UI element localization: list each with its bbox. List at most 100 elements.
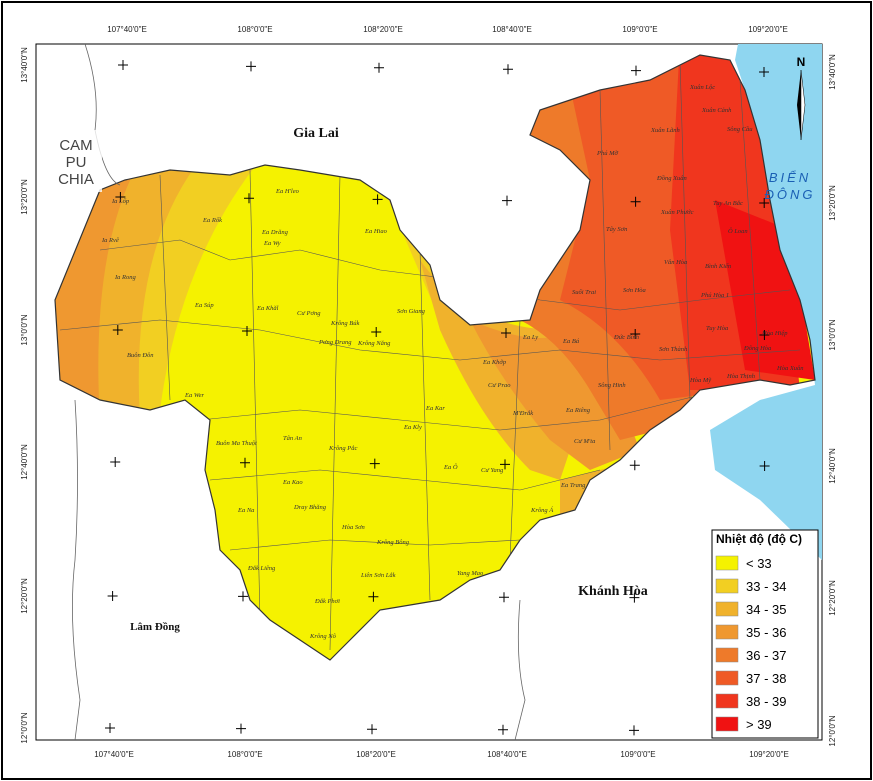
graticule-cross bbox=[499, 592, 509, 603]
graticule-cross bbox=[118, 60, 128, 70]
graticule-cross bbox=[244, 193, 254, 204]
lon-label: 109°20'0"E bbox=[748, 25, 788, 34]
commune-label: Yang Mao bbox=[457, 570, 484, 577]
graticule-cross bbox=[368, 591, 379, 602]
north-label: N bbox=[797, 55, 806, 69]
commune-label: Sơn Thành bbox=[659, 346, 687, 353]
commune-label: Xuân Phước bbox=[660, 209, 694, 216]
commune-label: Sơn Hòa bbox=[623, 287, 646, 294]
sea bbox=[710, 44, 830, 740]
legend-swatch bbox=[715, 693, 739, 709]
lon-label: 109°0'0"E bbox=[620, 750, 655, 759]
graticule-cross bbox=[629, 592, 640, 603]
lat-label: 13°20'0"N bbox=[20, 179, 29, 215]
commune-label: Cư Pơng bbox=[297, 310, 321, 317]
commune-label: Tân An bbox=[283, 435, 302, 442]
province-border bbox=[54, 54, 816, 661]
graticule-cross bbox=[759, 461, 770, 471]
commune-label: Cư Yang bbox=[481, 467, 504, 474]
graticule-cross bbox=[502, 195, 512, 206]
lon-label: 109°20'0"E bbox=[749, 750, 789, 759]
commune-label: Cư Prao bbox=[488, 382, 511, 389]
lat-label: 13°40'0"N bbox=[828, 54, 837, 90]
commune-label: Hòa Xuân bbox=[776, 365, 804, 372]
legend-label: 38 - 39 bbox=[746, 694, 786, 709]
commune-label: Cư M'ta bbox=[574, 438, 595, 445]
legend-label: 37 - 38 bbox=[746, 671, 786, 686]
graticule-cross bbox=[107, 591, 118, 601]
commune-label: Ea Wer bbox=[184, 392, 205, 399]
legend-swatch bbox=[715, 578, 739, 594]
region-label: Khánh Hòa bbox=[578, 584, 648, 599]
commune-label: Sông Hinh bbox=[598, 382, 626, 389]
lon-label: 108°20'0"E bbox=[363, 25, 403, 34]
commune-label: Ea H'leo bbox=[275, 188, 300, 195]
graticule-cross bbox=[115, 192, 126, 202]
commune-label: Đắk Liêng bbox=[247, 565, 276, 572]
graticule-cross bbox=[630, 329, 641, 339]
graticule-cross bbox=[371, 327, 382, 337]
commune-label: Sông Cầu bbox=[727, 126, 753, 133]
graticule-cross bbox=[498, 724, 508, 735]
graticule-cross bbox=[629, 725, 639, 736]
legend-swatch bbox=[715, 624, 739, 640]
graticule-cross bbox=[630, 196, 641, 207]
legend-label: 33 - 34 bbox=[746, 579, 786, 594]
graticule-cross bbox=[500, 459, 510, 470]
commune-label: Đắk Phơi bbox=[314, 598, 340, 605]
legend-title: Nhiệt độ (độ C) bbox=[716, 532, 802, 546]
graticule-cross bbox=[112, 325, 123, 335]
lat-label: 12°0'0"N bbox=[20, 712, 29, 743]
commune-label: Ea Kly bbox=[403, 424, 422, 431]
commune-label: Krông Búk bbox=[330, 320, 359, 327]
lat-label: 12°40'0"N bbox=[828, 448, 837, 484]
lon-label: 108°0'0"E bbox=[237, 25, 272, 34]
commune-label: Xuân Cảnh bbox=[701, 107, 731, 114]
lat-label: 13°20'0"N bbox=[828, 185, 837, 221]
commune-label: Ea Na bbox=[237, 507, 254, 514]
legend-swatch bbox=[715, 601, 739, 617]
commune-label: Hòa Mỹ bbox=[689, 377, 712, 384]
commune-label: Ea Riêng bbox=[565, 407, 591, 414]
graticule-cross bbox=[759, 330, 770, 340]
graticule-cross bbox=[372, 194, 383, 205]
graticule-cross bbox=[105, 723, 115, 733]
legend-swatch bbox=[715, 670, 739, 686]
graticule-cross bbox=[240, 457, 250, 468]
legend: Nhiệt độ (độ C) < 33 33 - 34 34 - 35 35 - 3… bbox=[711, 529, 819, 739]
graticule-cross bbox=[501, 328, 511, 338]
graticule-cross bbox=[246, 61, 256, 72]
commune-label: Ea Rốk bbox=[202, 217, 222, 224]
commune-label: Phú Mỡ bbox=[596, 150, 619, 157]
region-label: Lâm Đồng bbox=[130, 621, 180, 633]
commune-label: Tây Sơn bbox=[606, 226, 627, 233]
lat-label: 13°40'0"N bbox=[20, 47, 29, 83]
commune-label: Đồng Xuân bbox=[656, 175, 687, 182]
commune-label: Tuy Hòa bbox=[706, 325, 728, 332]
commune-label: Ea Ly bbox=[522, 334, 538, 341]
lat-label: 12°20'0"N bbox=[828, 580, 837, 616]
commune-label: Phú Hòa 1 bbox=[700, 292, 729, 299]
commune-label: Hòa Hiệp bbox=[761, 330, 788, 337]
commune-label: Ea Trang bbox=[560, 482, 586, 489]
graticule-cross bbox=[242, 326, 252, 336]
graticule-cross bbox=[367, 724, 377, 735]
commune-label: Suối Trai bbox=[572, 289, 596, 296]
sea-label: BIỂN bbox=[769, 170, 811, 185]
lat-label: 12°0'0"N bbox=[828, 715, 837, 746]
commune-label: Đông Hòa bbox=[743, 345, 771, 352]
commune-label: Ea Bá bbox=[562, 338, 580, 345]
lon-label: 107°40'0"E bbox=[94, 750, 134, 759]
commune-label: Krông Á bbox=[530, 506, 553, 514]
commune-label: Buôn Ma Thuột bbox=[216, 440, 257, 447]
commune-label: Buôn Đôn bbox=[127, 352, 154, 359]
legend-label: > 39 bbox=[746, 717, 772, 732]
graticule-cross bbox=[374, 62, 384, 73]
commune-label: M'Đrắk bbox=[512, 410, 533, 417]
graticule-cross bbox=[759, 198, 770, 208]
commune-label: Ea Khớp bbox=[482, 359, 507, 366]
graticule-cross bbox=[631, 65, 641, 76]
commune-label: Ea Wy bbox=[263, 240, 281, 247]
legend-label: 36 - 37 bbox=[746, 648, 786, 663]
